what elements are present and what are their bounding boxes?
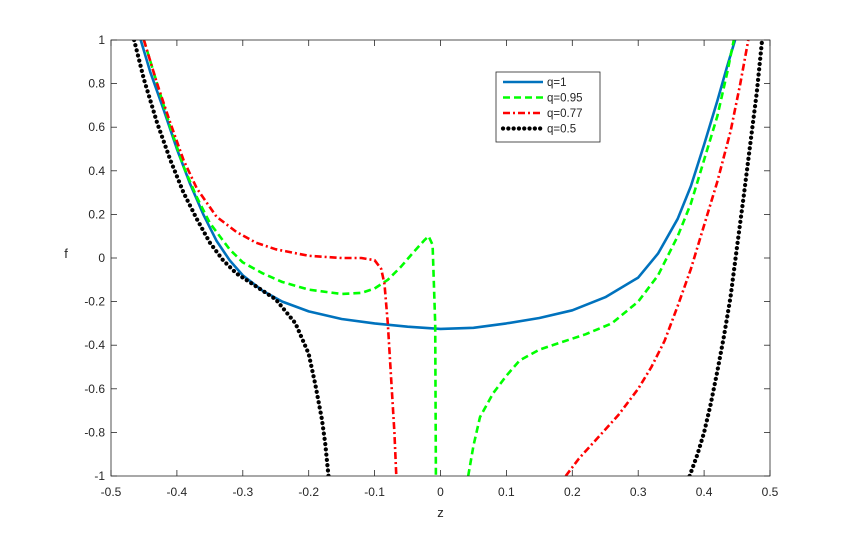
y-tick-label: 0.6 (88, 120, 105, 134)
y-tick-label: -0.6 (84, 382, 105, 396)
x-tick-label: 0.5 (762, 485, 779, 499)
y-axis-label: f (64, 246, 68, 261)
y-tick-label: 0.8 (88, 77, 105, 91)
series-layer (132, 40, 765, 476)
series-line-q-0-95 (466, 40, 736, 476)
x-tick-label: -0.2 (298, 485, 319, 499)
x-tick-label: 0 (437, 485, 444, 499)
legend-label: q=1 (547, 77, 567, 89)
series-line-q-0-95 (142, 40, 438, 476)
legend-label: q=0.77 (547, 108, 583, 120)
x-tick-label: 0.3 (630, 485, 647, 499)
legend-label: q=0.5 (547, 124, 576, 136)
series-line-q-0-5 (132, 40, 331, 476)
x-tick-label: -0.3 (232, 485, 253, 499)
x-tick-label: 0.4 (696, 485, 713, 499)
legend: q=1 q=0.95 q=0.77 q=0.5 (495, 71, 601, 143)
series-line-q-0-77 (564, 40, 750, 476)
x-axis-label: z (437, 505, 444, 520)
x-tick-label: -0.5 (101, 485, 122, 499)
y-tick-label: -0.4 (84, 338, 105, 352)
x-tick-label: 0.1 (498, 485, 515, 499)
series-line-q-1 (139, 40, 737, 331)
x-tick-label: -0.1 (364, 485, 385, 499)
y-tick-label: 1 (98, 33, 105, 47)
y-tick-label: 0.4 (88, 164, 105, 178)
legend-label: q=0.95 (547, 93, 583, 105)
y-tick-label: -1 (94, 469, 105, 483)
x-tick-label: -0.4 (167, 485, 188, 499)
y-tick-label: -0.2 (84, 295, 105, 309)
y-tick-label: 0 (98, 251, 105, 265)
x-axis-ticks: -0.5 -0.4 -0.3 -0.2 -0.1 0 0.1 0.2 0.3 0.4 0.5 (101, 40, 779, 499)
series-line-q-0-77 (142, 40, 398, 476)
series-line-q-0-5 (687, 40, 765, 476)
y-tick-label: 0.2 (88, 207, 105, 221)
x-tick-label: 0.2 (564, 485, 581, 499)
y-tick-label: -0.8 (84, 425, 105, 439)
y-axis-ticks: -1 -0.8 -0.6 -0.4 -0.2 0 0.2 0.4 0.6 0.8 1 (84, 33, 770, 483)
plot-area (111, 40, 770, 476)
